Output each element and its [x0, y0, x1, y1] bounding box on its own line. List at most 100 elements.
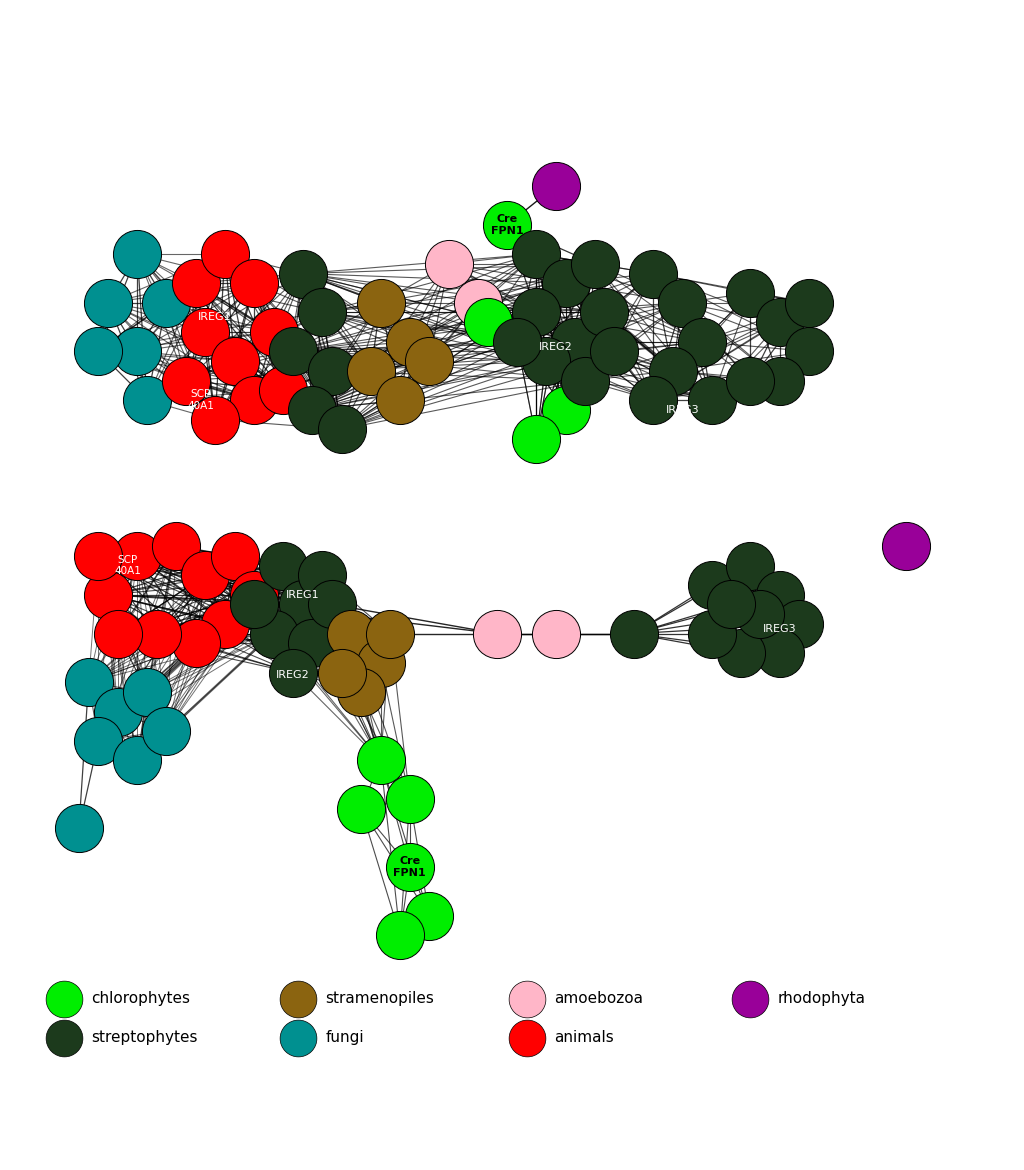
Text: SCP
40A1: SCP 40A1 [187, 390, 214, 411]
Point [518, 990, 535, 1009]
Point [382, 625, 398, 644]
Text: amoebozoa: amoebozoa [554, 991, 643, 1006]
Point [693, 332, 710, 351]
Point [159, 722, 175, 741]
Point [392, 391, 409, 410]
Point [567, 332, 584, 351]
Point [275, 381, 292, 400]
Point [373, 654, 389, 673]
Text: SCP
40A1: SCP 40A1 [114, 555, 141, 577]
Text: stramenopiles: stramenopiles [326, 991, 434, 1006]
Point [674, 294, 690, 312]
Point [90, 546, 106, 565]
Point [304, 634, 321, 653]
Point [665, 362, 681, 380]
Point [626, 625, 642, 644]
Point [596, 303, 612, 322]
Point [723, 596, 739, 614]
Point [207, 411, 223, 429]
Point [742, 556, 759, 574]
Text: IREG2: IREG2 [276, 669, 310, 680]
Text: IREG3: IREG3 [666, 405, 699, 415]
Point [226, 546, 243, 565]
Point [557, 274, 573, 292]
Point [246, 585, 262, 604]
Point [129, 546, 145, 565]
Point [226, 352, 243, 371]
Point [771, 371, 787, 390]
Text: fungi: fungi [326, 1030, 364, 1045]
Point [518, 1028, 535, 1047]
Point [548, 625, 564, 644]
Point [168, 537, 184, 556]
Point [771, 644, 787, 662]
Point [421, 352, 437, 371]
Point [470, 294, 486, 312]
Point [479, 312, 496, 331]
Point [90, 342, 106, 360]
Point [742, 371, 759, 390]
Point [801, 294, 817, 312]
Point [110, 702, 126, 721]
Text: IREG1: IREG1 [286, 590, 319, 600]
Point [742, 283, 759, 302]
Point [290, 990, 306, 1009]
Point [645, 264, 662, 283]
Point [314, 566, 331, 585]
Point [343, 625, 359, 644]
Point [100, 585, 117, 604]
Point [557, 400, 573, 419]
Text: rhodophyta: rhodophyta [777, 991, 865, 1006]
Point [148, 625, 165, 644]
Text: Cre
FPN1: Cre FPN1 [393, 856, 426, 878]
Point [56, 990, 73, 1009]
Text: IREG2: IREG2 [539, 342, 572, 351]
Text: chlorophytes: chlorophytes [91, 991, 190, 1006]
Point [56, 1028, 73, 1047]
Point [139, 391, 156, 410]
Point [100, 294, 117, 312]
Text: IREG3: IREG3 [763, 624, 797, 634]
Point [285, 342, 301, 360]
Point [129, 245, 145, 263]
Point [401, 332, 418, 351]
Point [645, 391, 662, 410]
Point [548, 177, 564, 195]
Text: animals: animals [554, 1030, 613, 1045]
Point [771, 312, 787, 331]
Point [295, 264, 311, 283]
Point [139, 683, 156, 702]
Point [587, 254, 603, 273]
Point [577, 371, 593, 390]
Point [353, 799, 370, 818]
Point [265, 625, 282, 644]
Point [187, 274, 204, 292]
Point [489, 625, 506, 644]
Point [732, 644, 749, 662]
Point [606, 342, 623, 360]
Point [285, 663, 301, 682]
Point [110, 625, 126, 644]
Point [129, 342, 145, 360]
Point [703, 576, 720, 594]
Point [791, 614, 807, 633]
Point [246, 391, 262, 410]
Point [129, 751, 145, 770]
Point [187, 634, 204, 653]
Point [217, 245, 233, 263]
Point [538, 352, 554, 371]
Point [334, 420, 350, 439]
Point [373, 294, 389, 312]
Point [509, 332, 525, 351]
Point [401, 858, 418, 876]
Point [324, 362, 340, 380]
Point [528, 303, 545, 322]
Text: streptophytes: streptophytes [91, 1030, 198, 1045]
Point [752, 605, 768, 624]
Point [499, 215, 515, 234]
Point [198, 323, 214, 342]
Point [898, 537, 914, 556]
Point [528, 429, 545, 448]
Point [314, 303, 331, 322]
Point [334, 663, 350, 682]
